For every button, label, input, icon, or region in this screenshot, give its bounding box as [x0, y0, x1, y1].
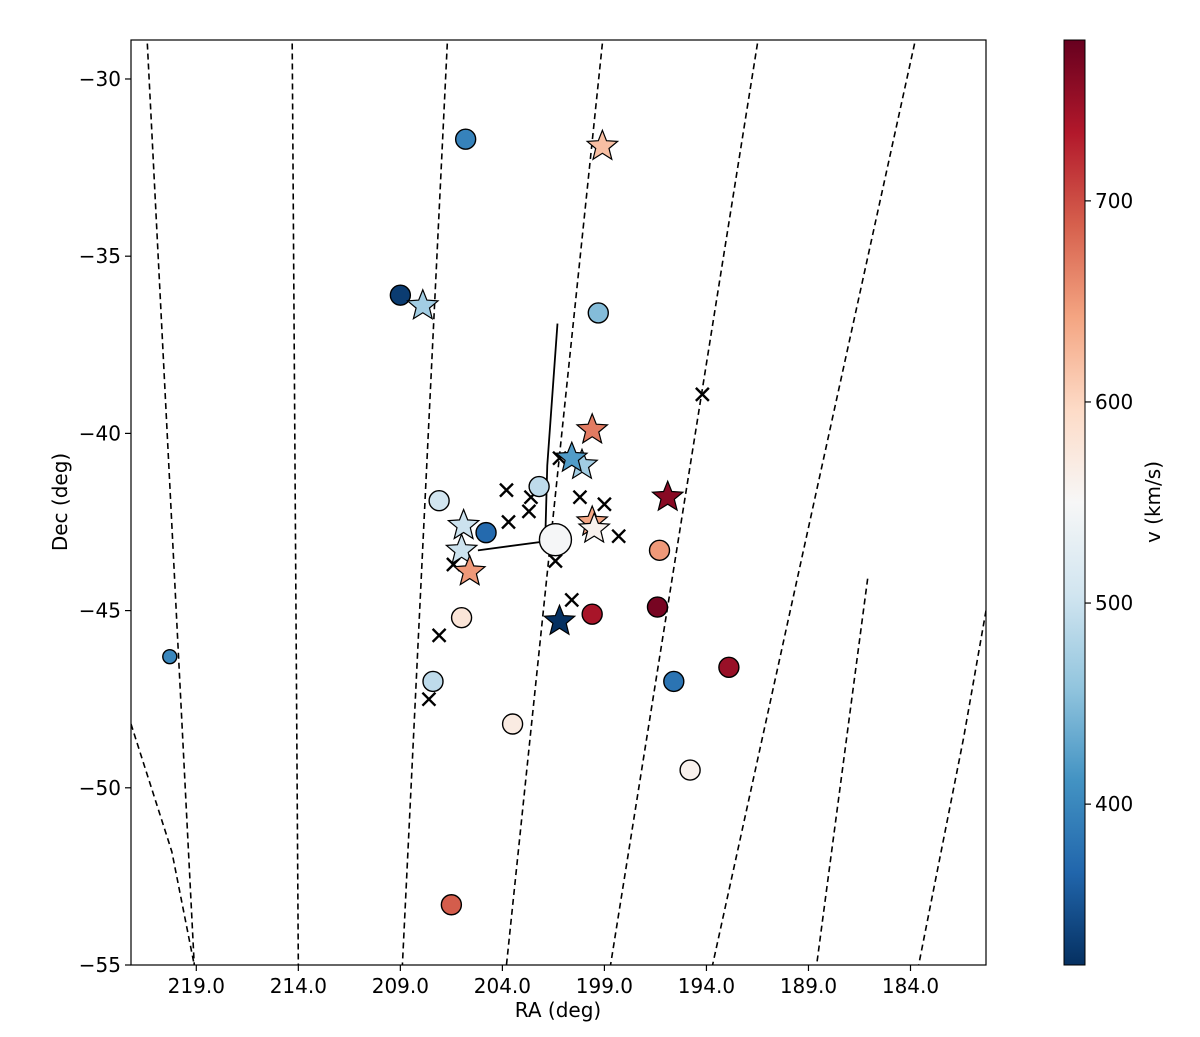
meridian-line: [505, 43, 604, 965]
y-tick-label: −35: [79, 244, 121, 268]
cross-stroke: [548, 553, 563, 569]
x-tick-label: 194.0: [678, 974, 735, 998]
y-tick-label: −50: [79, 776, 121, 800]
colorbar-label: v (km/s): [1141, 461, 1165, 543]
y-tick-label: −45: [79, 599, 121, 623]
colorbar: [1063, 39, 1086, 966]
y-axis-label: Dec (deg): [48, 453, 72, 551]
circle-marker: [718, 656, 740, 678]
data-markers: [162, 128, 740, 916]
center-marker: [538, 523, 573, 557]
star-marker: [444, 532, 479, 565]
circle-marker: [646, 596, 669, 618]
meridian-line: [291, 43, 300, 965]
meridian-line: [815, 578, 869, 965]
colorbar-tick-label: 400: [1095, 792, 1133, 816]
circle-marker: [450, 606, 473, 629]
colorbar-axis: 400 500 600 700: [1085, 189, 1133, 816]
circle-marker: [679, 759, 701, 781]
circle-marker: [428, 490, 450, 512]
star-marker: [650, 479, 685, 512]
cross-marker: [431, 628, 447, 643]
cross-marker: [572, 489, 588, 505]
star-marker: [406, 288, 440, 321]
meridian-line: [146, 43, 196, 965]
star-marker: [554, 440, 589, 473]
x-tick-label: 209.0: [372, 974, 429, 998]
plot-area-frame: [130, 39, 987, 966]
cross-marker: [548, 553, 563, 569]
x-tick-label: 214.0: [270, 974, 327, 998]
circle-marker: [475, 521, 497, 544]
x-tick-label: 189.0: [780, 974, 837, 998]
circle-marker: [454, 128, 477, 150]
cross-stroke: [564, 592, 580, 608]
cross-stroke: [499, 482, 514, 498]
circle-marker: [528, 475, 550, 498]
cross-stroke: [572, 489, 588, 505]
circle-marker: [422, 670, 444, 693]
cross-stroke: [421, 691, 437, 707]
x-axis-label: RA (deg): [515, 998, 601, 1022]
cross-stroke: [501, 514, 516, 530]
cross-stroke: [521, 504, 537, 519]
circle-marker: [501, 713, 524, 735]
star-marker: [452, 553, 487, 586]
vector-lines: [477, 323, 559, 552]
y-tick-label: −55: [79, 953, 121, 977]
colorbar-tick-label: 600: [1095, 390, 1133, 414]
circle-marker: [587, 302, 609, 324]
circle-marker: [648, 539, 671, 562]
meridian-grid: [131, 43, 986, 965]
x-tick-label: 199.0: [576, 974, 633, 998]
cross-stroke: [431, 628, 447, 643]
y-tick-label: −40: [79, 421, 121, 445]
cross-stroke: [611, 528, 627, 544]
cross-marker: [695, 387, 710, 402]
cross-stroke: [597, 496, 612, 512]
cross-stroke: [695, 387, 710, 402]
cross-marker: [611, 528, 627, 544]
x-axis: 219.0 214.0 209.0 204.0 199.0 194.0 189.0 184.0: [168, 965, 939, 998]
cross-marker: [501, 514, 516, 530]
colorbar-tick-label: 500: [1095, 591, 1133, 615]
vector-line: [544, 323, 559, 540]
star-marker: [446, 507, 481, 540]
y-tick-label: −30: [79, 67, 121, 91]
circle-marker: [162, 648, 178, 665]
x-tick-label: 184.0: [882, 974, 939, 998]
meridian-line: [609, 43, 759, 965]
cross-marker: [521, 504, 537, 519]
star-marker: [577, 511, 611, 544]
circle-marker: [663, 670, 685, 693]
y-axis: −30 −35 −40 −45 −50 −55: [79, 67, 131, 977]
star-marker: [585, 128, 620, 161]
cross-marker: [499, 482, 514, 498]
circle-marker: [389, 284, 412, 306]
x-tick-label: 204.0: [474, 974, 531, 998]
x-tick-label: 219.0: [168, 974, 225, 998]
meridian-line: [711, 43, 916, 965]
star-marker: [542, 603, 577, 636]
cross-marker: [597, 496, 612, 512]
meridian-curve: [917, 610, 986, 965]
meridian-line: [401, 43, 449, 965]
colorbar-tick-label: 700: [1095, 189, 1133, 213]
star-marker: [575, 412, 609, 445]
cross-marker: [421, 691, 437, 707]
circle-marker: [440, 894, 463, 916]
circle-marker: [581, 603, 603, 625]
meridian-curve: [131, 723, 196, 965]
cross-marker: [564, 592, 580, 608]
